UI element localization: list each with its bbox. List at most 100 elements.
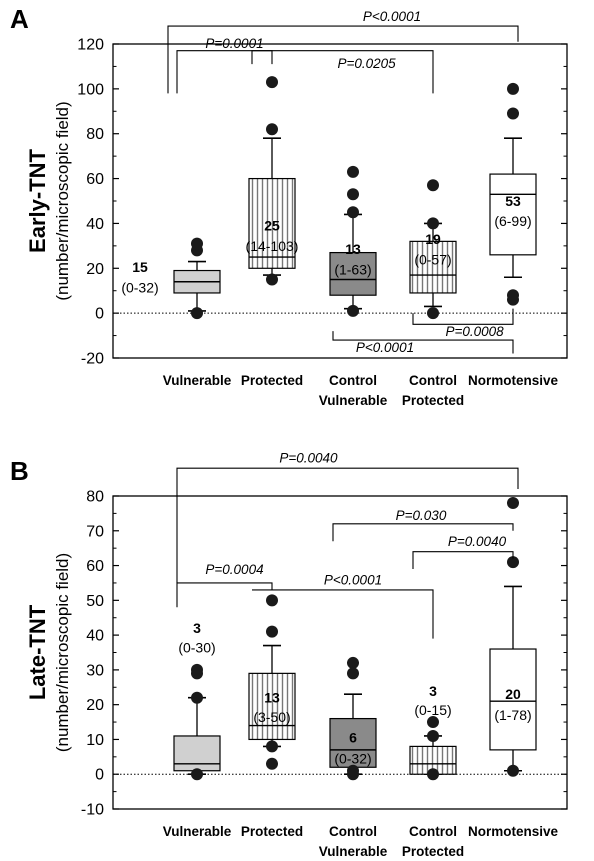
outlier-point: [507, 107, 519, 120]
category-label: Vulnerable: [163, 824, 232, 839]
outlier-point: [507, 82, 519, 95]
box-range-label: (14-103): [246, 238, 299, 254]
category-label: Protected: [241, 824, 303, 839]
bracket-line: [412, 551, 514, 570]
bracket-line: [332, 331, 514, 354]
y-axis-sublabel: (number/microscopic field): [53, 553, 72, 752]
box-range-label: (0-15): [414, 702, 451, 718]
p-value-label: P=0.0040: [448, 534, 507, 549]
box-count-label: 19: [425, 231, 441, 247]
p-value-label: P=0.0001: [205, 36, 263, 51]
comparison-bracket: P=0.0040: [412, 534, 514, 570]
panel-b: B -10 0 10 20 30 40 50 60 70 80 Late-TNT (number/mic…: [10, 451, 568, 859]
outlier-point: [347, 667, 359, 680]
outlier-point: [427, 217, 439, 230]
box-3: [409, 716, 457, 781]
category-label: Vulnerable: [319, 393, 388, 408]
panel-a: A -20 0 20 40 60 80 100 120 Early-TNT (number/micr…: [10, 4, 568, 408]
box-count-label: 6: [349, 730, 357, 746]
p-value-label: P=0.0004: [205, 562, 263, 577]
comparison-bracket: P=0.0040: [176, 451, 519, 583]
category-label: Normotensive: [468, 824, 559, 839]
category-label: Protected: [241, 373, 303, 388]
outlier-point: [191, 691, 203, 704]
comparison-bracket: P=0.0205: [251, 50, 434, 94]
category-label: Control: [329, 373, 377, 388]
outlier-point: [347, 206, 359, 219]
y-tick-label: 70: [86, 523, 104, 540]
p-value-label: P<0.0001: [363, 9, 421, 24]
box-range-label: (3-50): [253, 709, 290, 725]
box-range-label: (1-78): [494, 707, 531, 723]
box-range-label: (0-57): [414, 251, 451, 267]
box-iqr: [329, 251, 377, 296]
outlier-point: [266, 123, 278, 136]
box-count-label: 20: [505, 686, 521, 702]
outlier-point: [347, 304, 359, 317]
outlier-point: [347, 165, 359, 178]
box-2: [329, 656, 377, 781]
category-label: Vulnerable: [163, 373, 232, 388]
outlier-point: [427, 307, 439, 320]
box-count-label: 25: [264, 218, 280, 234]
y-tick-label: 50: [86, 593, 104, 610]
outlier-point: [191, 663, 203, 676]
outlier-point: [191, 768, 203, 781]
p-value-label: P=0.030: [396, 508, 447, 523]
comparison-bracket: P=0.0001: [176, 36, 273, 94]
outlier-point: [347, 764, 359, 777]
box-count-label: 13: [264, 690, 280, 706]
bracket-line: [332, 523, 514, 542]
comparison-bracket: P<0.0001: [252, 572, 434, 639]
category-label: Protected: [402, 844, 464, 859]
outlier-point: [266, 594, 278, 607]
y-tick-label: 100: [77, 81, 104, 98]
y-tick-label: 0: [95, 767, 104, 784]
outlier-point: [266, 625, 278, 638]
y-axis-label: Early-TNT: [25, 148, 50, 252]
box-range-label: (0-32): [121, 279, 158, 295]
comparison-bracket: P<0.0001: [332, 331, 514, 355]
box-4: [489, 496, 537, 777]
y-tick-label: 60: [86, 171, 104, 188]
box-3: [409, 179, 457, 320]
y-tick-label: -10: [81, 802, 104, 819]
y-tick-label: 30: [86, 662, 104, 679]
box-range-label: (1-63): [334, 261, 371, 277]
outlier-point: [266, 273, 278, 286]
box-range-label: (0-32): [334, 751, 371, 767]
outlier-point: [427, 768, 439, 781]
comparison-bracket: P<0.0001: [167, 9, 519, 94]
y-tick-label: 80: [86, 126, 104, 143]
category-label: Protected: [402, 393, 464, 408]
box-2: [329, 165, 377, 317]
box-1: [248, 594, 296, 770]
box-count-label: 15: [132, 259, 148, 275]
box-1: [248, 76, 296, 286]
box-count-label: 3: [429, 683, 437, 699]
y-tick-label: 60: [86, 558, 104, 575]
bracket-line: [251, 50, 434, 94]
y-tick-label: 40: [86, 628, 104, 645]
outlier-point: [347, 188, 359, 201]
outlier-point: [266, 757, 278, 770]
outlier-point: [507, 496, 519, 509]
panel-letter: B: [10, 456, 29, 486]
box-0: [173, 237, 221, 320]
box-iqr: [248, 672, 296, 741]
outlier-point: [427, 179, 439, 192]
box-count-label: 3: [193, 620, 201, 636]
outlier-point: [507, 289, 519, 302]
category-label: Vulnerable: [319, 844, 388, 859]
outlier-point: [507, 556, 519, 569]
comparison-bracket: P=0.030: [332, 508, 514, 542]
bracket-line: [412, 308, 514, 325]
bracket-line: [167, 25, 519, 94]
box-iqr: [489, 173, 537, 256]
box-iqr: [173, 735, 221, 772]
box-0: [173, 663, 221, 781]
comparison-bracket: P=0.0004: [176, 562, 273, 608]
box-iqr: [489, 648, 537, 751]
category-label: Control: [409, 824, 457, 839]
y-tick-label: 80: [86, 489, 104, 506]
